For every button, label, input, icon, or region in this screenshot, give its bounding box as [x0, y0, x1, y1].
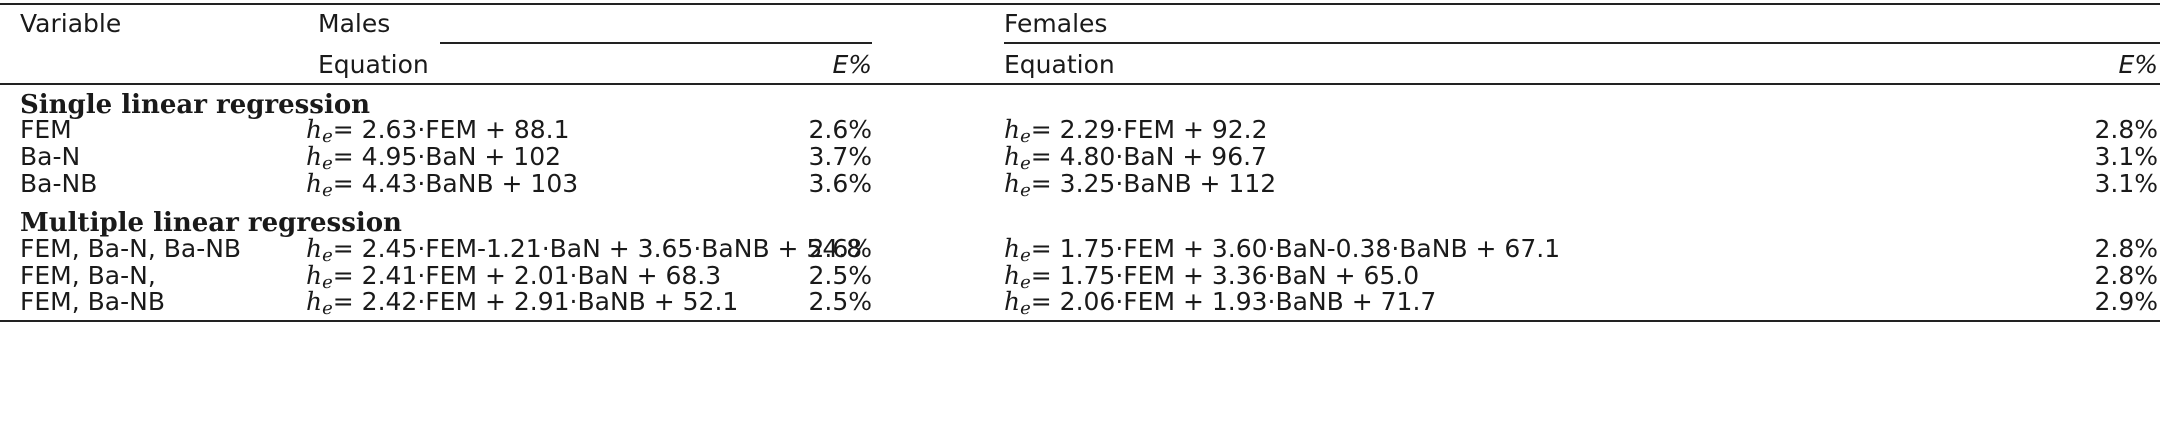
- header-females-equation: Equation: [1004, 50, 1115, 79]
- section-title-multiple: Multiple linear regression: [20, 208, 402, 238]
- female-equation: he= 4.80·BaN + 96.7: [1004, 142, 1267, 174]
- row-variable: FEM, Ba-NB: [20, 287, 165, 316]
- female-equation: he= 2.29·FEM + 92.2: [1004, 115, 1268, 147]
- females-group-rule: [1004, 42, 2160, 44]
- female-error: 3.1%: [2094, 169, 2158, 198]
- male-equation: he= 2.63·FEM + 88.1: [306, 115, 570, 147]
- header-males: Males: [318, 9, 391, 38]
- header-males-equation: Equation: [318, 50, 429, 79]
- male-error: 2.5%: [808, 287, 872, 316]
- male-equation: he= 2.41·FEM + 2.01·BaN + 68.3: [306, 261, 722, 293]
- male-error: 2.6%: [808, 234, 872, 263]
- section-title-single: Single linear regression: [20, 90, 371, 120]
- female-error: 2.9%: [2094, 287, 2158, 316]
- male-error: 2.5%: [808, 261, 872, 290]
- header-females: Females: [1004, 9, 1108, 38]
- row-variable: Ba-N: [20, 142, 81, 171]
- header-females-error: E%: [2118, 50, 2158, 79]
- female-error: 2.8%: [2094, 261, 2158, 290]
- female-equation: he= 1.75·FEM + 3.60·BaN-0.38·BaNB + 67.1: [1004, 234, 1561, 266]
- male-equation: he= 2.42·FEM + 2.91·BaNB + 52.1: [306, 287, 739, 319]
- female-error: 2.8%: [2094, 115, 2158, 144]
- male-error: 2.6%: [808, 115, 872, 144]
- row-variable: FEM: [20, 115, 72, 144]
- female-equation: he= 1.75·FEM + 3.36·BaN + 65.0: [1004, 261, 1420, 293]
- male-equation: he= 4.95·BaN + 102: [306, 142, 562, 174]
- male-error: 3.6%: [808, 169, 872, 198]
- female-equation: he= 2.06·FEM + 1.93·BaNB + 71.7: [1004, 287, 1437, 319]
- header-variable: Variable: [20, 9, 122, 38]
- female-error: 3.1%: [2094, 142, 2158, 171]
- bottom-rule: [0, 320, 2160, 322]
- top-rule: [0, 3, 2160, 5]
- male-equation: he= 4.43·BaNB + 103: [306, 169, 579, 201]
- row-variable: FEM, Ba-N,: [20, 261, 156, 290]
- header-males-error: E%: [832, 50, 872, 79]
- female-equation: he= 3.25·BaNB + 112: [1004, 169, 1277, 201]
- header-bottom-rule: [0, 83, 2160, 85]
- row-variable: FEM, Ba-N, Ba-NB: [20, 234, 242, 263]
- female-error: 2.8%: [2094, 234, 2158, 263]
- males-group-rule: [440, 42, 872, 44]
- male-equation: he= 2.45·FEM-1.21·BaN + 3.65·BaNB + 54.8: [306, 234, 863, 266]
- male-error: 3.7%: [808, 142, 872, 171]
- row-variable: Ba-NB: [20, 169, 98, 198]
